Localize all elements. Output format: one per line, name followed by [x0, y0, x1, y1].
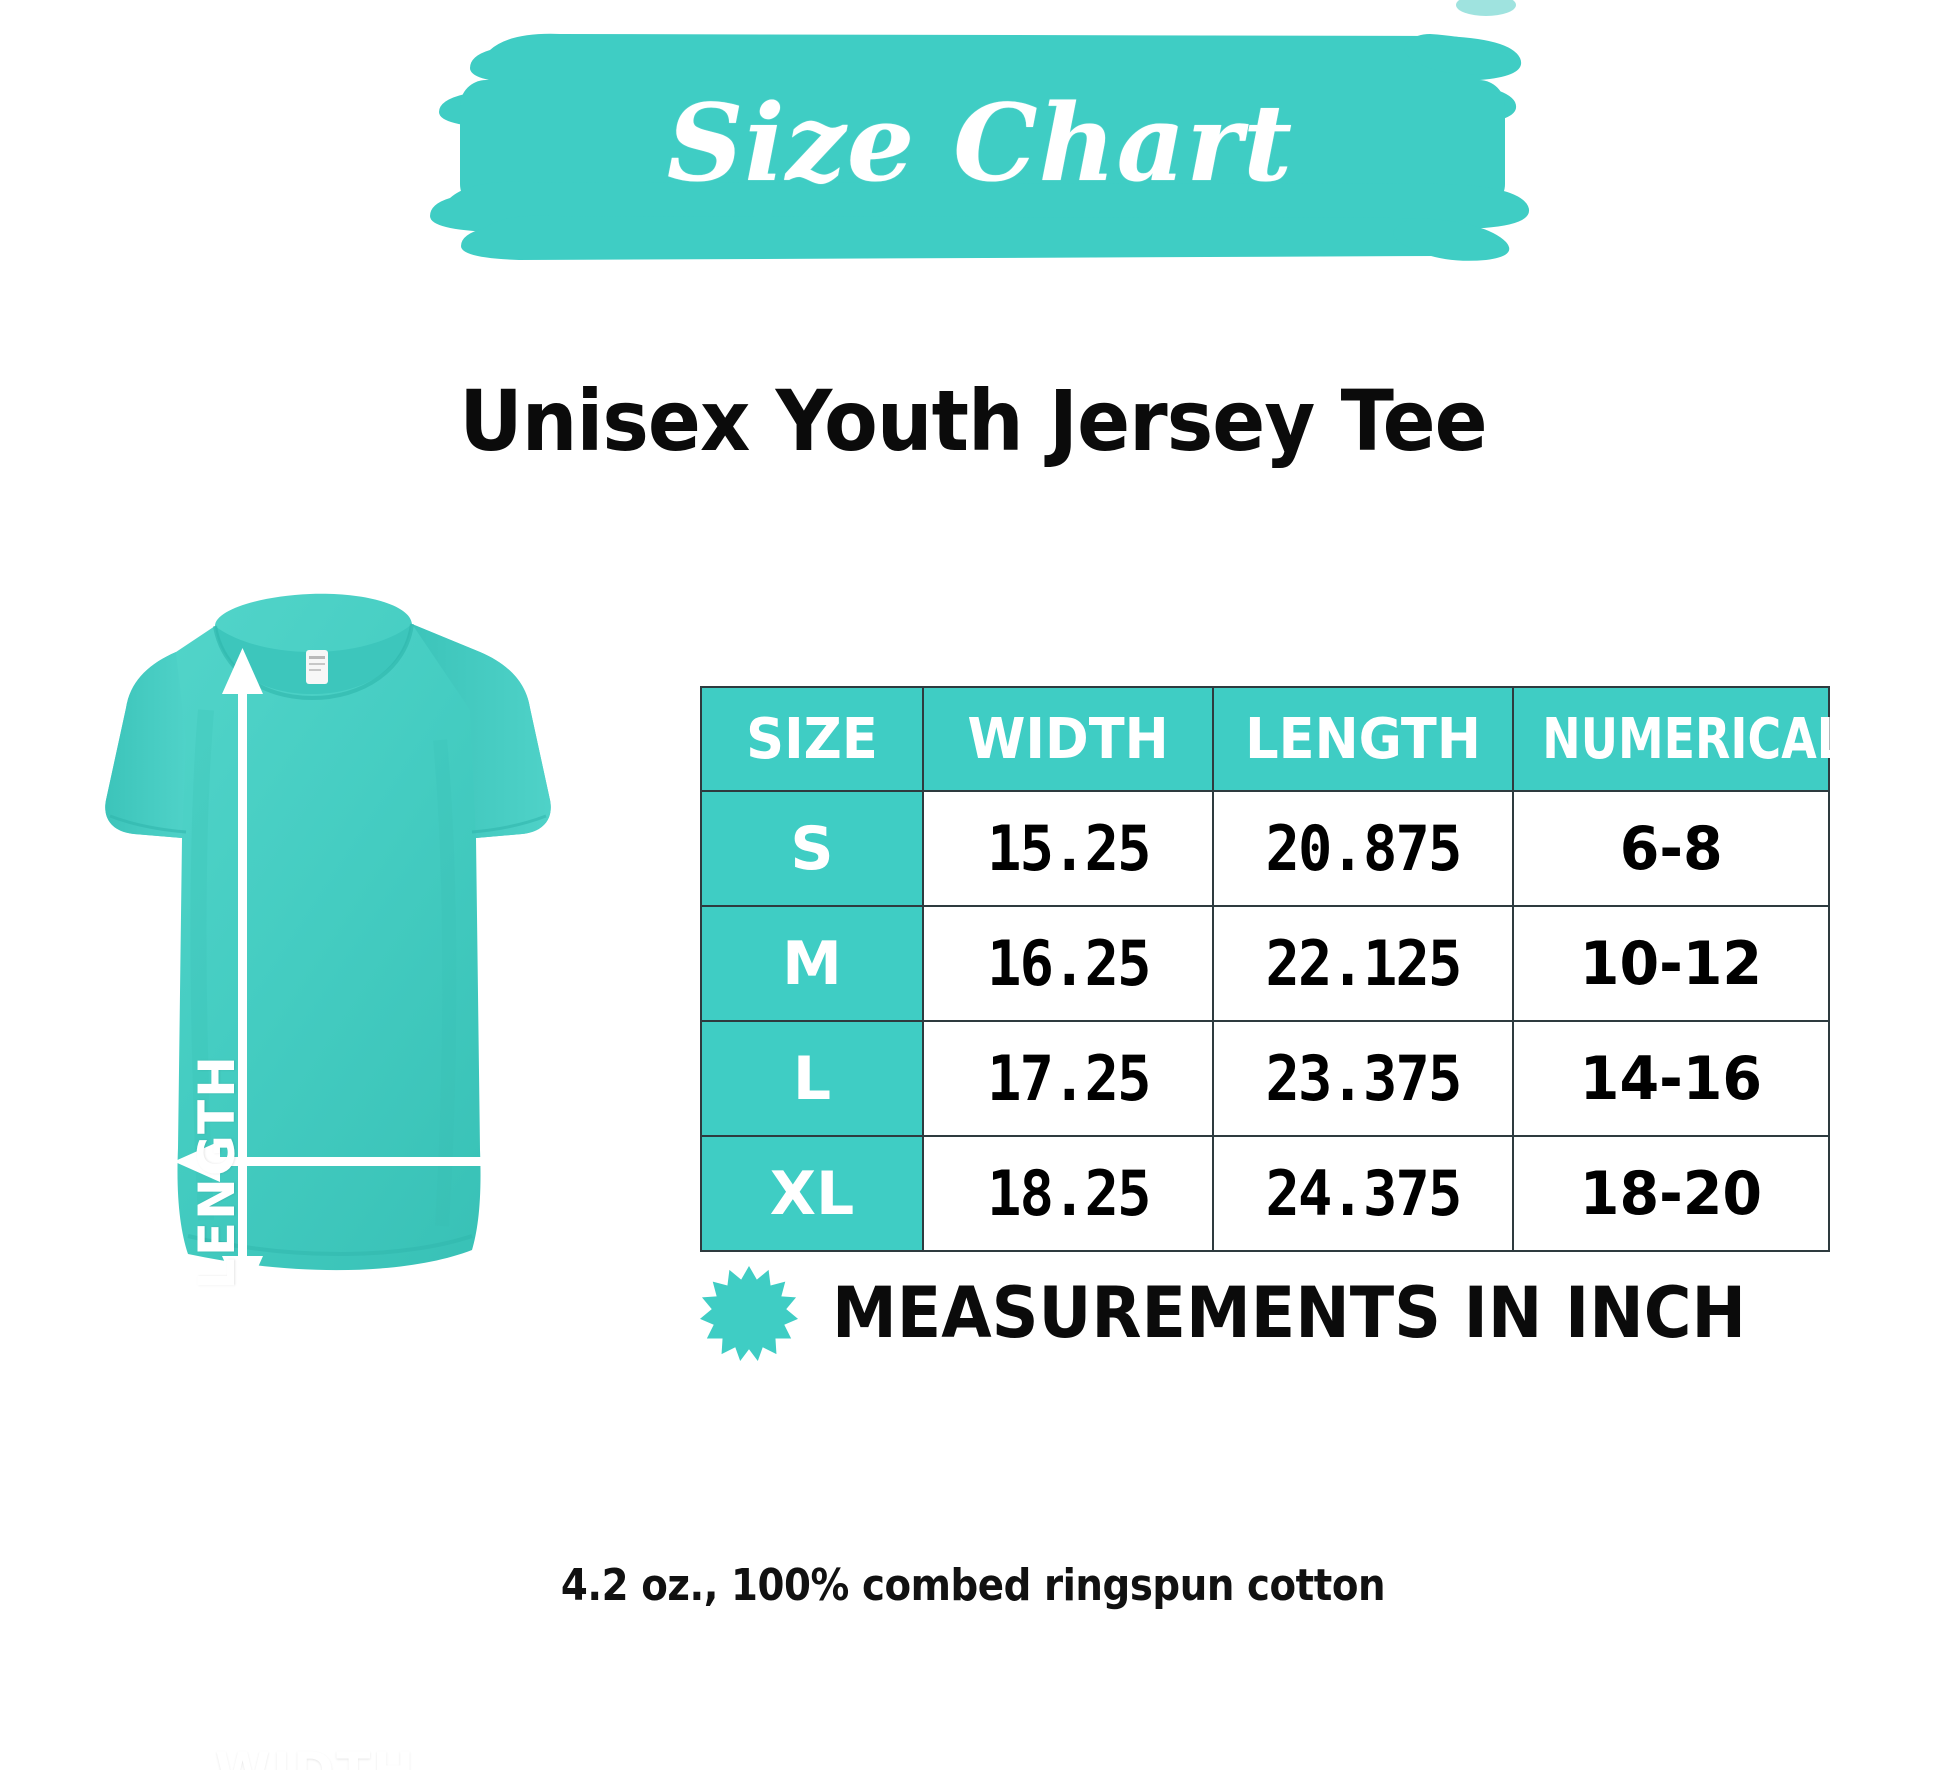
brush-stroke-icon	[430, 33, 1530, 261]
table-row: S 15.25 20.875 6-8	[700, 790, 1830, 907]
tshirt-icon	[105, 593, 551, 1271]
cell-length: 20.875	[1212, 790, 1514, 907]
cell-length: 24.375	[1212, 1135, 1514, 1252]
size-table-container: SIZE WIDTH LENGTH NUMERICAL S 15.25 20.8…	[700, 686, 1846, 1252]
column-header-size: SIZE	[700, 686, 924, 792]
cell-width: 15.25	[922, 790, 1214, 907]
vertical-double-arrow-icon	[222, 648, 263, 1302]
column-header-numerical: NUMERICAL	[1512, 686, 1846, 792]
column-header-width: WIDTH	[922, 686, 1214, 792]
cell-numerical: 6-8	[1512, 790, 1830, 907]
table-row: XL 18.25 24.375 18-20	[700, 1135, 1830, 1252]
table-row: M 16.25 22.125 10-12	[700, 905, 1830, 1022]
cell-width: 17.25	[922, 1020, 1214, 1137]
column-header-length: LENGTH	[1212, 686, 1514, 792]
cell-numerical: 18-20	[1512, 1135, 1830, 1252]
cell-numerical: 10-12	[1512, 905, 1830, 1022]
tshirt-diagram: LENGTH WIDTH	[10, 590, 650, 1770]
horizontal-double-arrow-icon	[174, 1141, 566, 1182]
size-table: SIZE WIDTH LENGTH NUMERICAL S 15.25 20.8…	[700, 686, 1846, 1252]
cell-size: M	[700, 905, 924, 1022]
starburst-icon	[700, 1264, 798, 1362]
measurement-note-text: MEASUREMENTS IN INCH	[832, 1272, 1747, 1354]
cell-size: XL	[700, 1135, 924, 1252]
cell-size: S	[700, 790, 924, 907]
length-label: LENGTH	[188, 1054, 246, 1290]
measurement-note: MEASUREMENTS IN INCH	[700, 1264, 1900, 1362]
cell-length: 22.125	[1212, 905, 1514, 1022]
width-label: WIDTH	[215, 1742, 416, 1770]
cell-width: 18.25	[922, 1135, 1214, 1252]
cell-length: 23.375	[1212, 1020, 1514, 1137]
decorative-speck	[1456, 0, 1516, 16]
table-row: L 17.25 23.375 14-16	[700, 1020, 1830, 1137]
page-title: Unisex Youth Jersey Tee	[459, 372, 1487, 470]
cell-size: L	[700, 1020, 924, 1137]
table-header-row: SIZE WIDTH LENGTH NUMERICAL	[700, 686, 1846, 792]
fabric-description: 4.2 oz., 100% combed ringspun cotton	[560, 1560, 1386, 1611]
cell-width: 16.25	[922, 905, 1214, 1022]
banner: Size Chart	[430, 22, 1530, 262]
cell-numerical: 14-16	[1512, 1020, 1830, 1137]
